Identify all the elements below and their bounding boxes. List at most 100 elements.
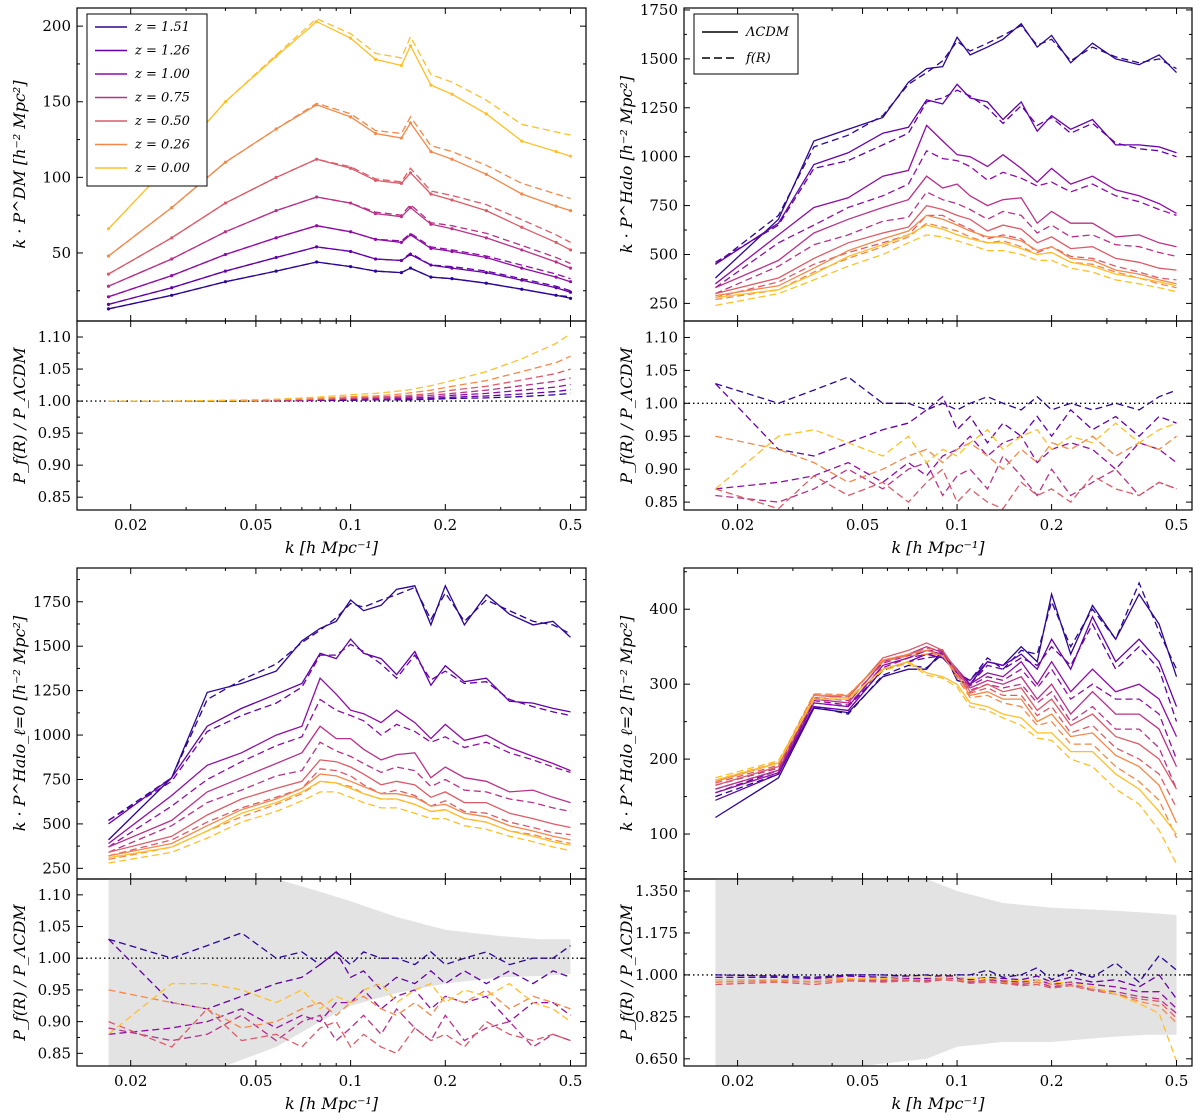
data-point	[554, 204, 558, 208]
data-point	[274, 175, 278, 179]
data-point	[223, 280, 228, 284]
data-point	[349, 201, 353, 205]
x-tick-label: 0.2	[433, 1072, 457, 1090]
y-tick-label: 500	[42, 815, 71, 833]
y-axis-label: P_f(R) / P_ΛCDM	[10, 347, 29, 485]
y-tick-label: 1.10	[38, 328, 71, 346]
series-0.50-fr-line	[108, 768, 571, 857]
legend-model: ΛCDM f(R)	[693, 13, 799, 75]
legend-label: f(R)	[745, 51, 771, 66]
x-tick-label: 0.5	[559, 516, 583, 534]
data-point	[349, 264, 353, 269]
data-point	[373, 269, 378, 273]
panel-monopole_ratio: 0.85 0.90 0.95 1.00 1.05 1.10 0.02 0.05 0.1 0.2 0.…	[10, 878, 587, 1113]
data-point	[554, 260, 558, 264]
data-point	[170, 257, 174, 261]
y-tick-label: 0.85	[38, 1044, 71, 1062]
data-point	[450, 277, 454, 281]
data-point	[408, 171, 413, 175]
series-0.00-ratio-line	[715, 976, 1178, 1062]
data-point	[373, 212, 378, 216]
series-1.00-fr-line	[715, 149, 1177, 289]
data-point	[223, 100, 228, 104]
x-tick-label: 0.1	[339, 1072, 363, 1090]
y-tick-label: 1.000	[635, 966, 678, 984]
legend-label: z = 1.26	[134, 44, 190, 59]
axes-frame	[683, 878, 1193, 1067]
data-point	[349, 115, 353, 119]
data-point	[223, 252, 228, 257]
data-point	[274, 269, 278, 273]
y-axis-label: k · P^Halo_ℓ=2 [h⁻² Mpc²]	[617, 615, 636, 831]
series-0.50-ratio-line	[108, 368, 571, 402]
legend-label: z = 0.50	[134, 114, 190, 129]
series-0.00-lcdm-line	[715, 660, 1178, 835]
series-0.26-ratio-line	[715, 977, 1177, 1024]
x-tick-label: 0.1	[945, 1072, 969, 1090]
error-band	[715, 879, 1177, 1066]
y-tick-label: 0.90	[38, 1013, 71, 1031]
y-axis-label: P_f(R) / P_ΛCDM	[617, 904, 636, 1042]
y-tick-label: 200	[42, 17, 71, 35]
data-point	[450, 266, 454, 270]
series-0.00-lcdm-line	[108, 780, 571, 859]
series-1.26-lcdm-line	[715, 83, 1177, 265]
series-1.51-fr-line	[108, 586, 571, 821]
y-tick-label: 0.825	[635, 1008, 678, 1026]
x-tick-label: 0.02	[721, 516, 754, 534]
data-point	[484, 281, 488, 285]
data-point	[450, 227, 454, 231]
plot-area	[106, 17, 573, 311]
legend-box	[86, 13, 208, 187]
data-point	[429, 192, 433, 196]
data-point	[568, 266, 573, 270]
data-point	[484, 255, 488, 260]
data-point	[520, 139, 524, 143]
y-tick-label: 0.95	[38, 424, 71, 442]
series-1.51-ratio-line	[108, 932, 571, 966]
series-0.75-fr-line	[715, 191, 1177, 295]
series-1.51-fr-line	[715, 581, 1178, 798]
data-point	[223, 201, 228, 205]
plot-area	[684, 879, 1192, 1066]
legend-label: z = 1.00	[134, 67, 190, 82]
series-1.26-ratio-line	[715, 974, 1178, 1000]
series-0.75-ratio-line	[715, 454, 1177, 503]
legend-label: ΛCDM	[745, 25, 790, 40]
y-tick-label: 0.90	[38, 456, 71, 474]
data-point	[315, 20, 319, 24]
legend-label: z = 0.26	[134, 138, 190, 153]
series-0.00-ratio-line	[714, 422, 1177, 490]
axes-frame	[76, 320, 587, 511]
data-point	[450, 92, 454, 96]
plot-area	[77, 333, 586, 402]
series-0.00-fr-line	[108, 791, 571, 864]
data-point	[106, 307, 111, 311]
x-tick-label: 0.02	[114, 1072, 147, 1090]
data-point	[170, 274, 174, 278]
data-point	[399, 136, 403, 140]
y-tick-label: 1750	[33, 593, 71, 611]
data-point	[450, 249, 454, 254]
data-point	[373, 257, 378, 261]
data-point	[520, 266, 524, 270]
y-axis-label: P_f(R) / P_ΛCDM	[10, 904, 29, 1042]
series-1.00-lcdm-line	[715, 649, 1178, 794]
data-point	[408, 205, 413, 210]
data-point	[568, 296, 573, 300]
data-point	[170, 205, 174, 210]
data-point	[106, 272, 111, 276]
data-point	[554, 150, 558, 154]
x-axis-label: k [h Mpc⁻¹]	[891, 1094, 985, 1113]
data-point	[399, 215, 403, 219]
panel-dm_power: 50 100 150 200 k · P^DM [h⁻² Mpc²]	[10, 7, 587, 322]
x-axis-label: k [h Mpc⁻¹]	[285, 538, 379, 557]
y-tick-label: 1000	[33, 726, 71, 744]
series-1.51-fr-line	[715, 24, 1177, 265]
data-point	[484, 236, 488, 240]
y-axis-label: k · P^Halo [h⁻² Mpc²]	[617, 75, 636, 253]
series-1.26-fr-line	[715, 89, 1177, 263]
series-0.26-lcdm-line	[715, 214, 1177, 297]
y-tick-label: 150	[42, 93, 71, 111]
series-0.50-fr-line	[108, 158, 571, 275]
